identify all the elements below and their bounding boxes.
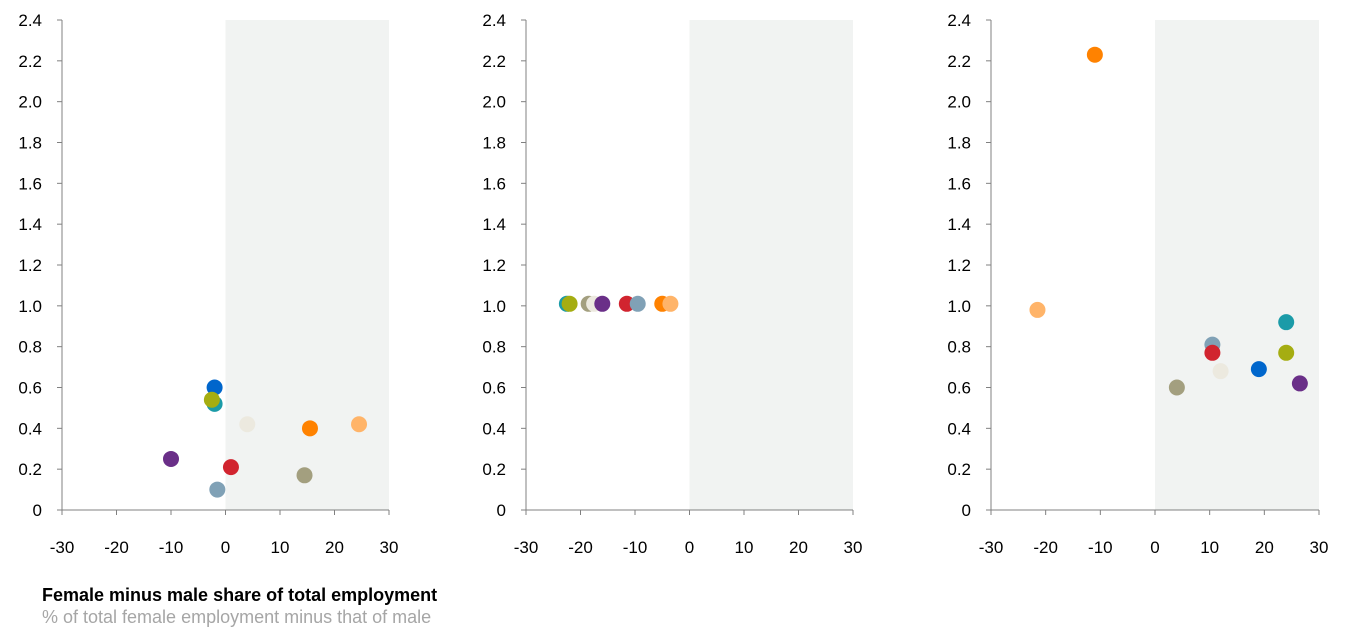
panel-3-x-tick-label: 10 <box>1200 538 1219 557</box>
panel-2-x-tick-label: -10 <box>623 538 648 557</box>
panel-1-x-tick-label: 0 <box>221 538 230 557</box>
panel-3-y-tick-label: 1.8 <box>947 134 971 153</box>
panel-1-shaded-region <box>225 20 389 510</box>
panel-1-x-tick-label: 20 <box>325 538 344 557</box>
panel-2-data-point <box>594 295 611 312</box>
panel-3-data-point <box>1204 344 1221 361</box>
panel-3-y-tick-label: 2.4 <box>947 11 971 30</box>
panel-3-y-tick-label: 0.8 <box>947 338 971 357</box>
panel-2-y-tick-label: 0.4 <box>482 419 506 438</box>
panel-2-y-tick-label: 0.8 <box>482 338 506 357</box>
panel-2-data-point <box>662 295 679 312</box>
panel-2-y-tick-label: 2.2 <box>482 52 506 71</box>
panel-3-data-point <box>1212 363 1229 380</box>
panel-3-y-tick-label: 1.2 <box>947 256 971 275</box>
panel-3-data-point <box>1278 344 1295 361</box>
panel-1-y-tick-label: 1.6 <box>18 174 42 193</box>
panel-2-y-tick-label: 0 <box>497 501 506 520</box>
chart-caption-title: Female minus male share of total employm… <box>42 585 438 605</box>
panel-1-data-point <box>296 467 313 484</box>
panel-2-y-tick-label: 0.2 <box>482 460 506 479</box>
panel-2-data-point <box>629 295 646 312</box>
panel-3-x-tick-label: -10 <box>1088 538 1113 557</box>
panel-3-data-point <box>1168 379 1185 396</box>
panel-2-y-tick-label: 1.6 <box>482 174 506 193</box>
panel-1-y-tick-label: 0.2 <box>18 460 42 479</box>
panel-1-x-tick-label: -20 <box>104 538 129 557</box>
panel-1-data-point <box>163 450 179 467</box>
panel-3-data-point <box>1278 314 1295 331</box>
panel-2-x-tick-label: 0 <box>685 538 694 557</box>
panel-3-y-tick-label: 2.2 <box>947 52 971 71</box>
panel-2-y-tick-label: 1.0 <box>482 297 506 316</box>
panel-1-y-tick-label: 1.0 <box>18 297 42 316</box>
panel-3-x-tick-label: 30 <box>1310 538 1329 557</box>
panel-3-x-tick-label: -20 <box>1033 538 1058 557</box>
panel-3-data-point <box>1029 301 1046 318</box>
panel-1-y-tick-label: 0.4 <box>18 419 42 438</box>
panel-2-x-tick-label: 10 <box>735 538 754 557</box>
panel-1-data-point <box>209 481 226 498</box>
panel-3-y-tick-label: 2.0 <box>947 93 971 112</box>
panel-3-y-tick-label: 1.6 <box>947 174 971 193</box>
panel-3-y-tick-label: 0.2 <box>947 460 971 479</box>
panel-3-x-tick-label: -30 <box>979 538 1004 557</box>
panel-1-x-tick-label: 10 <box>271 538 290 557</box>
panel-2-y-tick-label: 2.0 <box>482 93 506 112</box>
panel-1-y-tick-label: 2.2 <box>18 52 42 71</box>
panel-1-data-point <box>301 420 318 437</box>
panel-3-y-tick-label: 1.4 <box>947 215 971 234</box>
panel-2-y-tick-label: 2.4 <box>482 11 506 30</box>
panel-3-x-tick-label: 20 <box>1255 538 1274 557</box>
panel-2-shaded-region <box>689 20 853 510</box>
panel-3-data-point <box>1086 46 1103 63</box>
panel-3-y-tick-label: 0 <box>962 501 971 520</box>
panel-1-x-tick-label: -30 <box>50 538 75 557</box>
panel-1-y-tick-label: 2.4 <box>18 11 42 30</box>
panel-2-data-point <box>561 295 578 312</box>
panel-2-y-tick-label: 1.8 <box>482 134 506 153</box>
panel-1-data-point <box>203 391 220 408</box>
panel-3-y-tick-label: 0.4 <box>947 419 971 438</box>
panel-2-x-tick-label: 30 <box>844 538 863 557</box>
panel-1-y-tick-label: 2.0 <box>18 93 42 112</box>
panel-2-y-tick-label: 1.4 <box>482 215 506 234</box>
panel-3-data-point <box>1291 375 1308 392</box>
panel-2-x-tick-label: -30 <box>514 538 539 557</box>
chart-caption-subtitle: % of total female employment minus that … <box>42 607 432 627</box>
panel-1-x-tick-label: -10 <box>159 538 184 557</box>
panel-2-x-tick-label: 20 <box>789 538 808 557</box>
panel-3-y-tick-label: 0.6 <box>947 379 971 398</box>
panel-1-data-point <box>222 459 239 476</box>
panel-1-data-point <box>351 416 368 433</box>
panel-1-y-tick-label: 0.8 <box>18 338 42 357</box>
panel-1-y-tick-label: 0.6 <box>18 379 42 398</box>
panel-1-y-tick-label: 1.2 <box>18 256 42 275</box>
panel-3-x-tick-label: 0 <box>1150 538 1159 557</box>
panel-2-y-tick-label: 1.2 <box>482 256 506 275</box>
panel-3-y-tick-label: 1.0 <box>947 297 971 316</box>
panel-3-data-point <box>1250 361 1267 378</box>
panel-1-data-point <box>206 379 223 396</box>
panel-2-x-tick-label: -20 <box>568 538 593 557</box>
panel-1-y-tick-label: 0 <box>33 501 42 520</box>
panel-2-y-tick-label: 0.6 <box>482 379 506 398</box>
panel-1-y-tick-label: 1.8 <box>18 134 42 153</box>
panel-1-y-tick-label: 1.4 <box>18 215 42 234</box>
panel-1-data-point <box>239 416 256 433</box>
panel-1-x-tick-label: 30 <box>380 538 399 557</box>
panel-3-shaded-region <box>1155 20 1319 510</box>
